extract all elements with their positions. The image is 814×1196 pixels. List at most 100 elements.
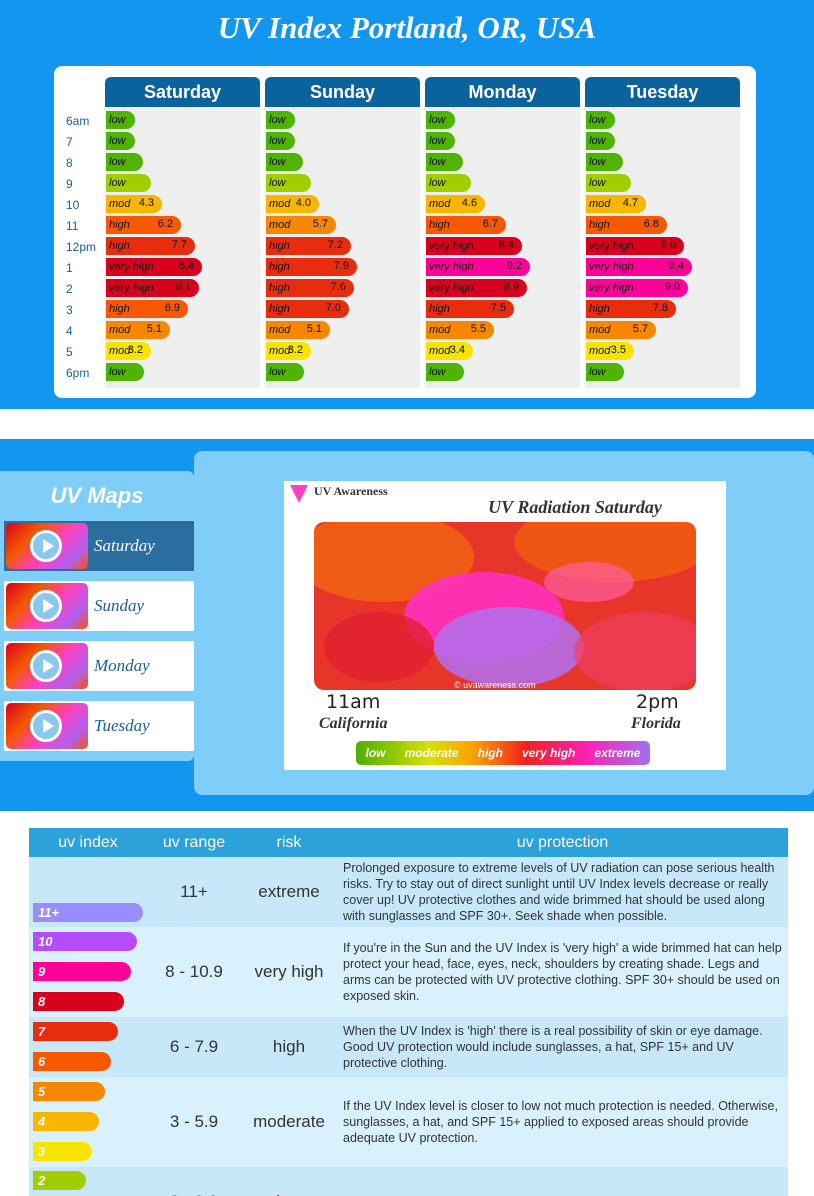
risk-cell: low	[241, 1167, 337, 1196]
day-column-monday: Monday low low low low mod 4.6 high 6.7 very high…	[425, 77, 580, 388]
day-header: Monday	[425, 77, 580, 107]
place-right: Florida	[631, 715, 681, 732]
uv-value: 4.3	[138, 197, 154, 209]
uv-index-pill: 2	[33, 1171, 86, 1190]
map-item-saturday[interactable]: Saturday	[4, 521, 194, 571]
uv-hour-bar: low	[266, 174, 311, 192]
uv-level-label: low	[269, 156, 286, 168]
uv-level-label: high	[589, 219, 610, 231]
risk-cell: moderate	[241, 1077, 337, 1167]
forecast-section: UV Index Portland, OR, USA 6am 7 8 9 10 11 12p…	[0, 0, 814, 409]
map-thumbnail	[6, 523, 88, 569]
uv-value: 3.4	[449, 344, 465, 356]
uv-hour-bar: low	[426, 111, 455, 129]
hour-label: 8	[66, 156, 73, 170]
table-row: 10 9 8 8 - 10.9 very high If you're in the Su…	[29, 927, 788, 1017]
uv-level-label: low	[429, 114, 446, 126]
uv-value: 8.4	[178, 260, 194, 272]
legend-very-high: very high	[522, 746, 576, 760]
uv-hour-bar: very high 8.6	[586, 237, 684, 255]
uv-level-label: very high	[109, 261, 154, 273]
legend-high: high	[477, 746, 503, 760]
uv-hour-bar: low	[586, 153, 623, 171]
play-icon[interactable]	[30, 650, 62, 682]
play-icon[interactable]	[30, 710, 62, 742]
uv-hour-bar: mod 4.6	[426, 195, 485, 213]
uv-range-cell: 3 - 5.9	[147, 1077, 241, 1167]
uv-level-label: low	[109, 114, 126, 126]
map-item-monday[interactable]: Monday	[4, 641, 194, 691]
uv-hour-bar: low	[106, 132, 135, 150]
uv-index-pill: 5	[33, 1082, 105, 1101]
map-thumbnail	[6, 643, 88, 689]
uv-hour-bar: very high 8.1	[106, 279, 199, 297]
uv-range-cell: 6 - 7.9	[147, 1017, 241, 1077]
uv-level-label: low	[269, 114, 286, 126]
uv-hour-bar: mod 4.3	[106, 195, 162, 213]
hour-label: 1	[66, 261, 73, 275]
uv-hour-bar: high 7.6	[266, 279, 354, 297]
table-body: 11+ 11+ extreme Prolonged exposure to extre…	[29, 857, 788, 1196]
play-icon[interactable]	[30, 530, 62, 562]
uv-value: 4.7	[622, 197, 638, 209]
map-item-sunday[interactable]: Sunday	[4, 581, 194, 631]
uv-hour-bar: low	[106, 111, 135, 129]
table-row: 2 0 - 2.9lowWhen the UV Index is 'low' th…	[29, 1167, 788, 1196]
uv-hour-bar: low	[266, 132, 295, 150]
hour-label: 5	[66, 345, 73, 359]
col-header-uv-index: uv index	[29, 828, 147, 857]
uv-value: 9.4	[668, 260, 684, 272]
uv-hour-bar: low	[586, 174, 631, 192]
uv-level-label: mod	[269, 198, 291, 210]
uv-info-table: uv index uv range risk uv protection 11+…	[29, 828, 788, 1196]
logo-text: UV Awareness	[314, 484, 388, 498]
risk-cell: very high	[241, 927, 337, 1017]
usa-uv-map: © uvawareness.com	[314, 522, 696, 690]
map-item-label: Sunday	[94, 596, 145, 615]
uv-hour-bar: low	[426, 153, 463, 171]
uv-level-label: very high	[109, 282, 154, 294]
play-icon[interactable]	[30, 590, 62, 622]
uv-protection-cell: When the UV Index is 'low' there is litt…	[337, 1167, 788, 1196]
day-column-tuesday: Tuesday low low low low mod 4.7 high 6.8 very hig…	[585, 77, 740, 388]
uv-level-label: low	[429, 156, 446, 168]
uv-level-label: very high	[429, 261, 474, 273]
uv-hour-bar: low	[106, 153, 143, 171]
uv-level-label: mod	[269, 219, 291, 231]
uv-hour-bar: very high 9.2	[426, 258, 530, 276]
uv-value: 6.9	[164, 302, 180, 314]
uv-value: 7.8	[652, 302, 668, 314]
uv-index-cell: 2	[29, 1167, 147, 1196]
uv-value: 9.2	[506, 260, 522, 272]
uv-index-pill: 6	[33, 1052, 111, 1071]
uv-hour-bar: low	[106, 174, 151, 192]
uv-hour-bar: mod 3.5	[586, 342, 634, 360]
uv-hour-bar: low	[586, 132, 615, 150]
uv-level-label: high	[109, 219, 130, 231]
uv-value: 5.1	[146, 323, 162, 335]
uv-level-label: low	[109, 177, 126, 189]
map-item-label: Saturday	[94, 536, 155, 555]
uv-level-label: mod	[589, 345, 611, 357]
uv-level-label: low	[589, 114, 606, 126]
uv-hour-bar: mod 5.1	[266, 321, 330, 339]
maps-section: UV Maps Saturday Sunday Monday Tuesday UV A…	[0, 439, 814, 811]
uv-level-label: mod	[269, 324, 291, 336]
uv-level-label: low	[109, 135, 126, 147]
uv-level-label: high	[269, 282, 290, 294]
uv-protection-cell: If the UV Index level is closer to low n…	[337, 1077, 788, 1167]
uv-hour-bar: low	[106, 363, 144, 381]
legend-low: low	[365, 746, 386, 760]
uv-level-label: mod	[109, 345, 131, 357]
uv-level-label: mod	[589, 198, 611, 210]
map-item-tuesday[interactable]: Tuesday	[4, 701, 194, 751]
uv-range-cell: 11+	[147, 857, 241, 927]
uv-hour-bar: mod 3.2	[266, 342, 311, 360]
uv-hour-bar: high 7.0	[266, 300, 349, 318]
uv-value: 3.5	[610, 344, 626, 356]
uv-value: 7.6	[330, 281, 346, 293]
uv-level-label: high	[109, 240, 130, 252]
uv-level-label: low	[269, 177, 286, 189]
uv-value: 3.2	[127, 344, 143, 356]
